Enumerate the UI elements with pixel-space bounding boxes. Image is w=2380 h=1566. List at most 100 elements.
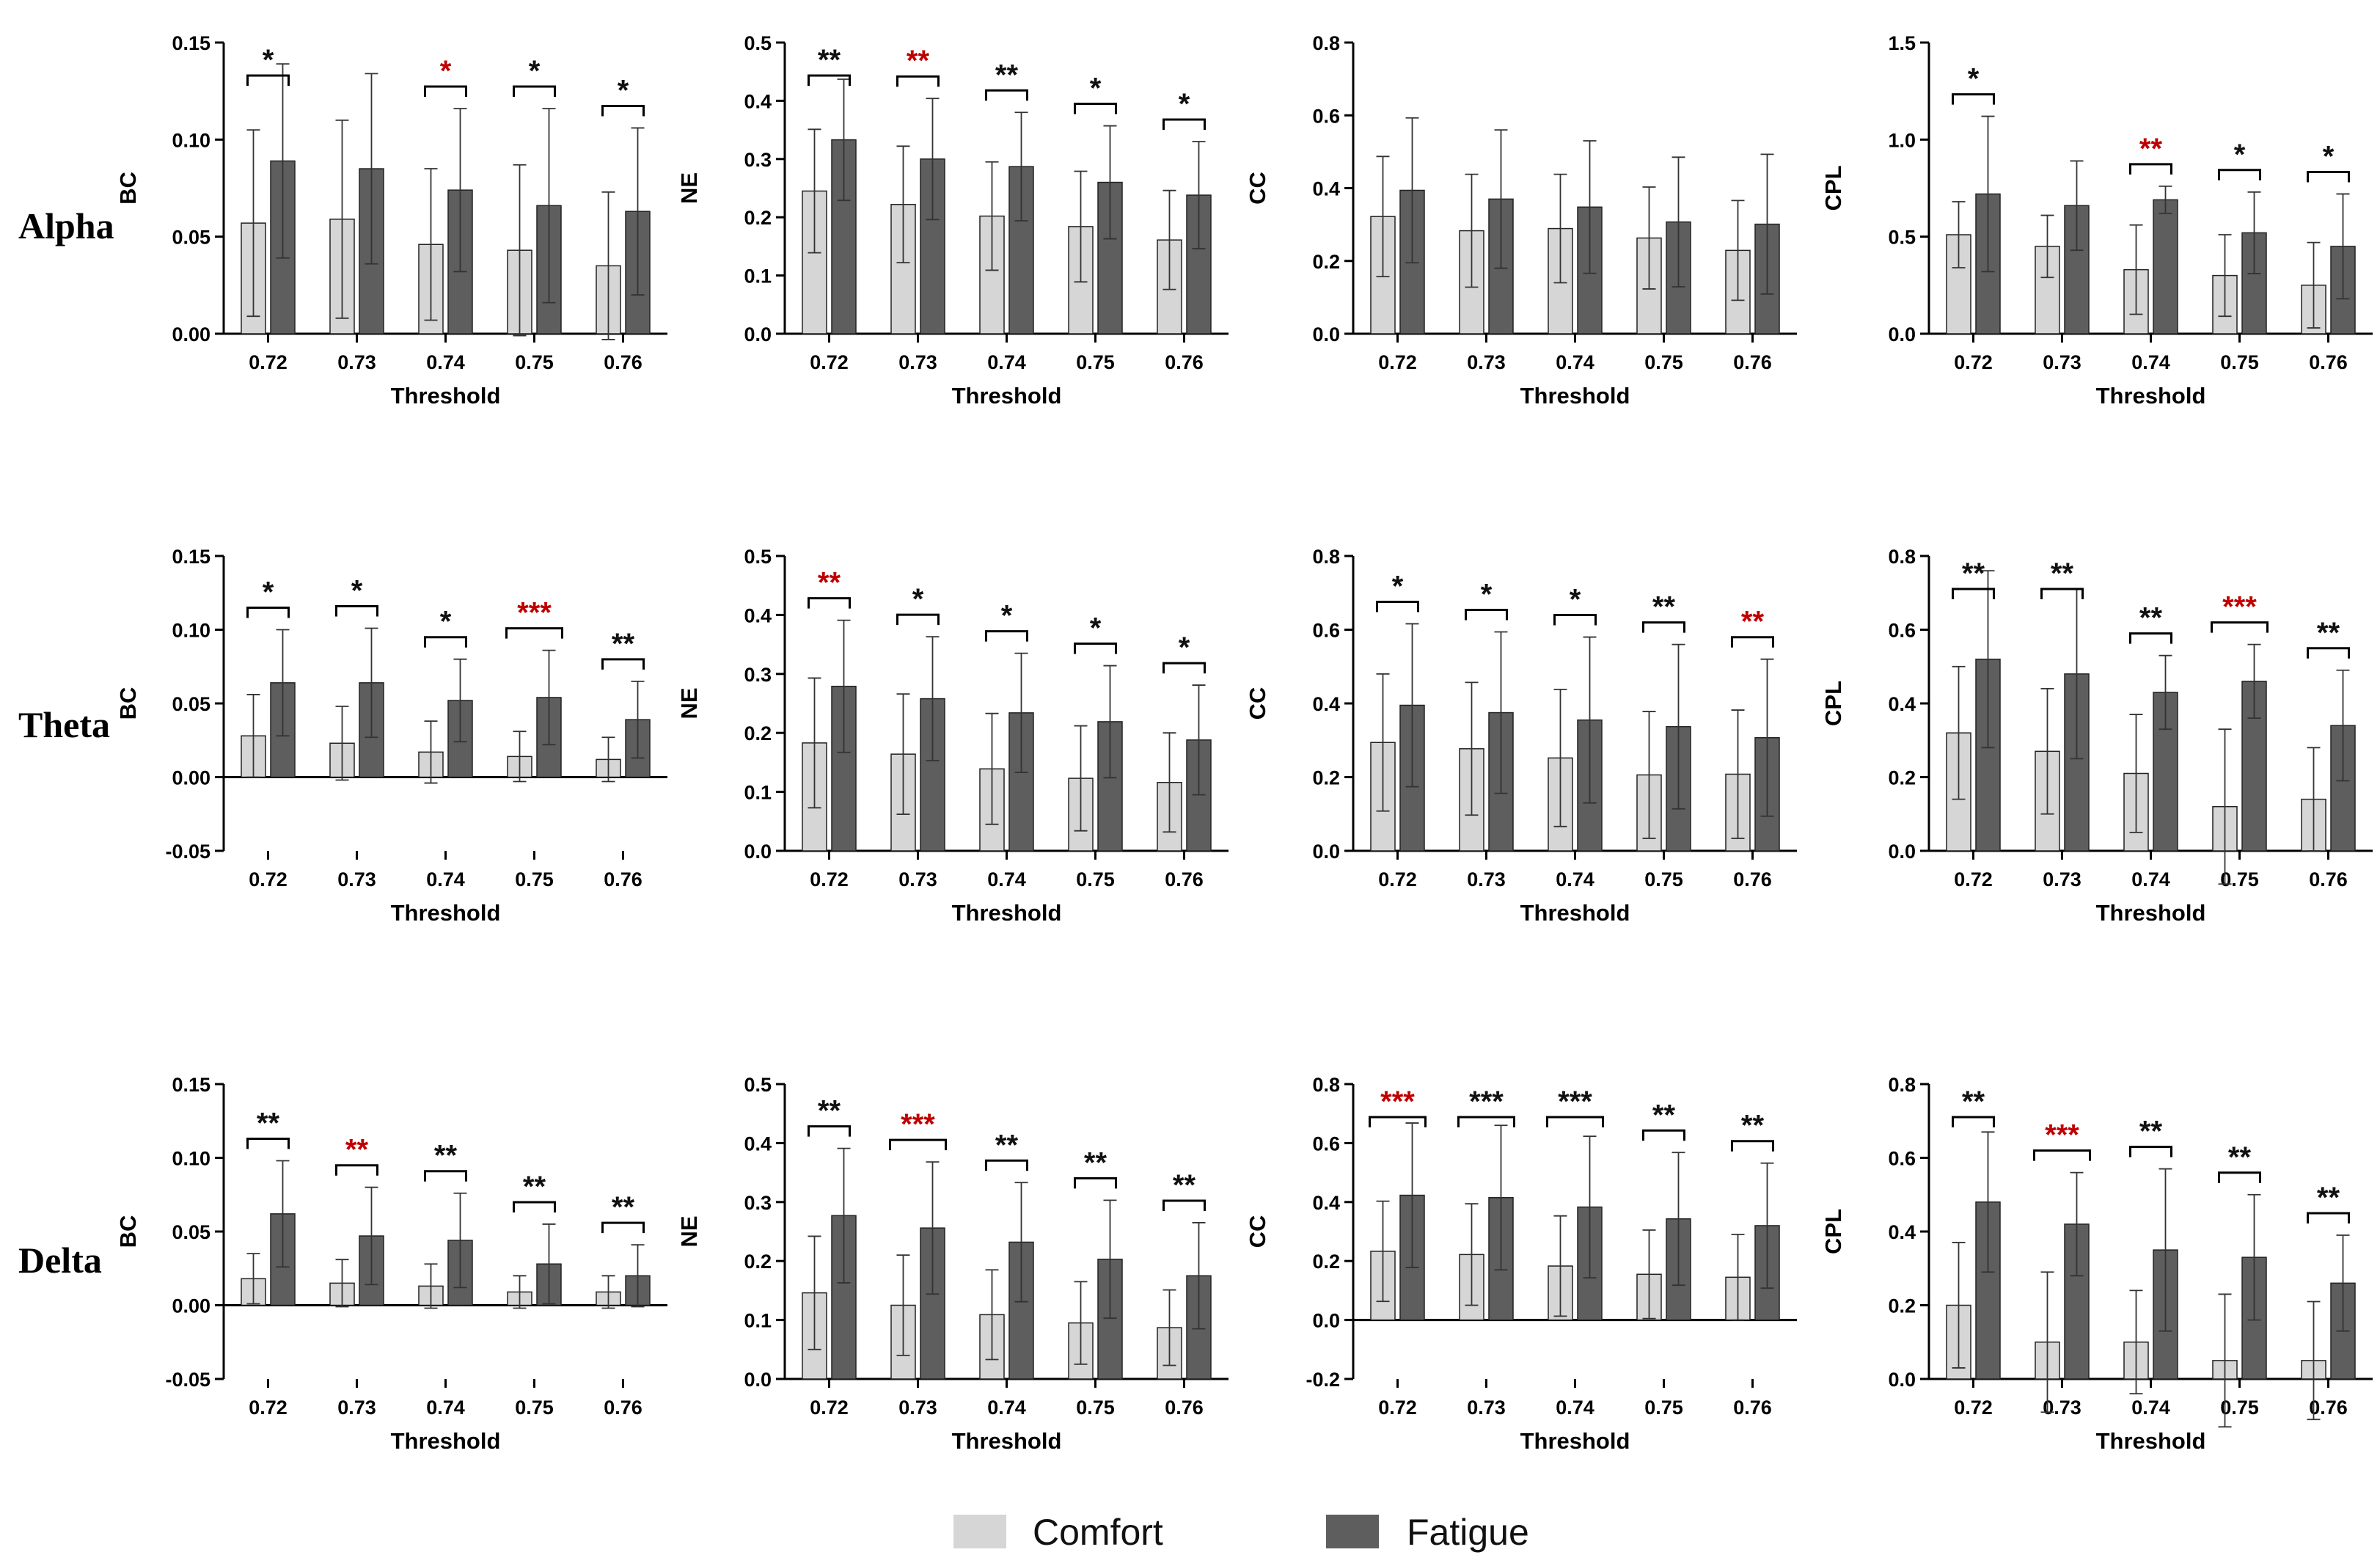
x-tick-label: 0.72 — [810, 351, 849, 373]
significance-bracket — [2129, 1146, 2172, 1157]
y-tick-label: 0.15 — [172, 32, 210, 54]
x-tick-label: 0.74 — [2131, 1397, 2170, 1419]
significance-label: *** — [2045, 1119, 2079, 1152]
significance-bracket — [808, 597, 851, 609]
x-tick-label: 0.75 — [515, 868, 554, 890]
y-tick-label: 1.0 — [1888, 129, 1916, 151]
significance-label: * — [1001, 600, 1013, 632]
significance-bracket — [1162, 662, 1206, 674]
y-tick-label: 0.10 — [172, 129, 210, 151]
significance-label: ** — [995, 59, 1019, 91]
x-tick-label: 0.75 — [1076, 351, 1115, 373]
significance-bracket — [1465, 609, 1508, 621]
x-tick-label: 0.74 — [1556, 351, 1594, 373]
y-tick-label: 0.5 — [744, 32, 772, 54]
y-tick-label: 0.05 — [172, 227, 210, 249]
y-tick-label: 0.6 — [1312, 1133, 1340, 1155]
chart-delta-cc: -0.2 0.0 0.2 0.4 0.6 0.8 CC Threshold 0.72 *** 0.7… — [1245, 1074, 1797, 1454]
significance-label: *** — [901, 1108, 935, 1141]
y-tick-label: 0.00 — [172, 323, 210, 345]
y-axis-title: CPL — [1820, 166, 1846, 211]
significance-bracket — [1952, 1116, 1995, 1127]
chart-theta-cc: 0.0 0.2 0.4 0.6 0.8 CC Threshold 0.72 * 0.73 * 0.74… — [1245, 546, 1797, 926]
y-tick-label: 0.8 — [1888, 1074, 1916, 1096]
x-tick-label: 0.75 — [1076, 868, 1115, 890]
y-tick-label: 0.2 — [1312, 1251, 1340, 1273]
y-tick-label: 0.6 — [1312, 105, 1340, 127]
significance-label: * — [440, 55, 452, 87]
x-tick-label: 0.73 — [2043, 868, 2081, 890]
significance-label: * — [263, 44, 274, 76]
significance-label: ** — [2317, 617, 2340, 649]
x-axis-title: Threshold — [2096, 900, 2206, 926]
y-tick-label: 0.8 — [1312, 32, 1340, 54]
significance-label: ** — [2139, 1116, 2163, 1148]
significance-bracket — [1546, 1116, 1604, 1127]
x-tick-label: 0.72 — [1378, 868, 1417, 890]
significance-label: * — [1179, 88, 1190, 120]
significance-label: * — [912, 583, 924, 615]
x-tick-label: 0.74 — [2131, 351, 2170, 373]
chart-alpha-ne: 0.00.10.20.30.40.5NEThreshold0.72**0.73*… — [676, 32, 1229, 409]
x-tick-label: 0.72 — [810, 1397, 849, 1419]
significance-bracket — [513, 85, 556, 97]
y-tick-label: 0.6 — [1312, 620, 1340, 642]
panels: 0.00 0.05 0.10 0.15 BC Threshold 0.72 * 0.73 0.74… — [115, 32, 2373, 1454]
x-tick-label: 0.75 — [1644, 351, 1683, 373]
x-tick-label: 0.73 — [337, 868, 376, 890]
y-tick-label: 0.3 — [744, 1192, 772, 1214]
y-tick-label: 0.15 — [172, 1074, 210, 1096]
legend: Comfort Fatigue — [953, 1512, 1529, 1553]
x-tick-label: 0.75 — [1644, 868, 1683, 890]
significance-bracket — [2129, 632, 2172, 644]
significance-bracket — [1074, 643, 1117, 654]
x-tick-label: 0.74 — [426, 1397, 465, 1419]
y-tick-label: 0.00 — [172, 767, 210, 789]
y-axis-title: CPL — [1820, 681, 1846, 726]
significance-bracket — [1074, 1177, 1117, 1189]
significance-label: ** — [1962, 557, 1985, 590]
significance-bracket — [808, 1125, 851, 1137]
y-tick-label: 0.15 — [172, 546, 210, 568]
significance-label: *** — [1558, 1086, 1592, 1118]
band-label-delta: Delta — [18, 1240, 102, 1281]
x-tick-label: 0.73 — [1467, 868, 1506, 890]
x-tick-label: 0.76 — [1733, 1397, 1772, 1419]
significance-bracket — [808, 74, 851, 86]
x-tick-label: 0.76 — [1165, 1397, 1204, 1419]
y-tick-label: 0.1 — [744, 266, 772, 288]
x-tick-label: 0.73 — [2043, 351, 2081, 373]
x-tick-label: 0.75 — [1076, 1397, 1115, 1419]
y-tick-label: 0.8 — [1312, 1074, 1340, 1096]
x-tick-label: 0.76 — [604, 1397, 642, 1419]
chart-theta-cpl: 0.0 0.2 0.4 0.6 0.8 CPL Threshold 0.72 ** 0.73 ** 0… — [1820, 546, 2373, 926]
y-tick-label: 0.10 — [172, 620, 210, 642]
x-tick-label: 0.73 — [1467, 1397, 1506, 1419]
y-axis-title: CC — [1245, 1215, 1270, 1248]
significance-label: * — [2323, 140, 2335, 172]
significance-bracket — [246, 607, 290, 618]
y-tick-label: 0.4 — [1888, 693, 1916, 715]
y-tick-label: 0.0 — [1888, 841, 1916, 863]
y-tick-label: 0.8 — [1312, 546, 1340, 568]
significance-bracket — [424, 636, 467, 648]
x-tick-label: 0.72 — [810, 868, 849, 890]
significance-bracket — [246, 1138, 290, 1149]
x-tick-label: 0.74 — [987, 351, 1026, 373]
x-tick-label: 0.76 — [2309, 1397, 2348, 1419]
significance-bracket — [985, 630, 1028, 642]
significance-label: ** — [995, 1129, 1019, 1161]
y-tick-label: 0.4 — [1312, 693, 1340, 715]
y-tick-label: 0.2 — [1312, 767, 1340, 789]
bar-fatigue — [1097, 1259, 1123, 1380]
significance-bracket — [896, 75, 940, 87]
x-tick-label: 0.75 — [1644, 1397, 1683, 1419]
y-axis-title: NE — [676, 1215, 702, 1247]
significance-label: ** — [257, 1108, 280, 1140]
x-tick-label: 0.76 — [1165, 351, 1204, 373]
significance-label: ** — [907, 45, 930, 77]
y-tick-label: 0.5 — [744, 1074, 772, 1096]
significance-bracket — [601, 1221, 645, 1234]
x-tick-label: 0.72 — [1954, 868, 1993, 890]
significance-label: * — [263, 577, 274, 609]
